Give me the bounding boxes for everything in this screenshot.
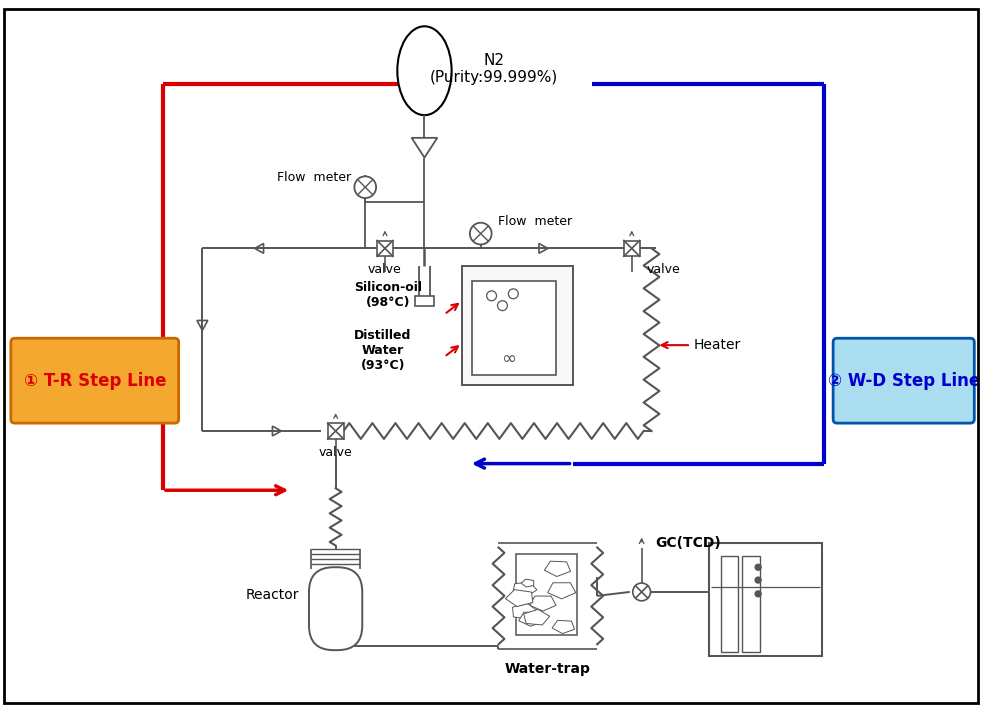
Text: Water-trap: Water-trap <box>504 662 590 676</box>
Polygon shape <box>552 620 574 634</box>
Text: ① T-R Step Line: ① T-R Step Line <box>24 372 166 389</box>
Circle shape <box>754 577 760 583</box>
Polygon shape <box>529 596 556 611</box>
Bar <box>461 266 572 384</box>
Polygon shape <box>523 609 549 625</box>
Bar <box>516 555 577 635</box>
Text: ② W-D Step Line: ② W-D Step Line <box>827 372 979 389</box>
Bar <box>377 241 393 256</box>
Bar <box>720 556 738 652</box>
Bar <box>471 281 556 375</box>
FancyBboxPatch shape <box>11 338 179 423</box>
Polygon shape <box>513 582 537 597</box>
Polygon shape <box>521 579 533 587</box>
Text: $\infty$: $\infty$ <box>500 349 516 367</box>
Polygon shape <box>512 604 538 619</box>
Ellipse shape <box>397 26 451 115</box>
Polygon shape <box>547 582 576 599</box>
Bar <box>742 556 759 652</box>
Circle shape <box>754 591 760 597</box>
Circle shape <box>469 223 491 244</box>
Bar <box>414 295 434 305</box>
Bar <box>327 423 343 439</box>
Text: GC(TCD): GC(TCD) <box>655 535 721 550</box>
FancyBboxPatch shape <box>832 338 973 423</box>
FancyBboxPatch shape <box>309 567 362 650</box>
Bar <box>623 241 639 256</box>
Circle shape <box>354 177 376 198</box>
Text: Reactor: Reactor <box>246 588 299 602</box>
Text: valve: valve <box>646 263 680 276</box>
Polygon shape <box>518 612 543 627</box>
Circle shape <box>508 289 518 299</box>
Bar <box>708 543 821 656</box>
Text: valve: valve <box>318 446 352 459</box>
Circle shape <box>486 290 496 300</box>
Text: N2
(Purity:99.999%): N2 (Purity:99.999%) <box>429 53 557 85</box>
Text: Flow  meter: Flow meter <box>276 171 351 184</box>
Polygon shape <box>505 590 533 607</box>
Circle shape <box>632 583 650 601</box>
Text: Heater: Heater <box>693 338 741 352</box>
Text: valve: valve <box>368 263 402 276</box>
Text: Distilled
Water
(93°C): Distilled Water (93°C) <box>354 328 412 372</box>
Text: Silicon-oil
(98°C): Silicon-oil (98°C) <box>354 281 421 309</box>
Polygon shape <box>544 561 570 577</box>
Text: Flow  meter: Flow meter <box>497 215 572 229</box>
Circle shape <box>497 300 507 310</box>
Circle shape <box>754 565 760 570</box>
